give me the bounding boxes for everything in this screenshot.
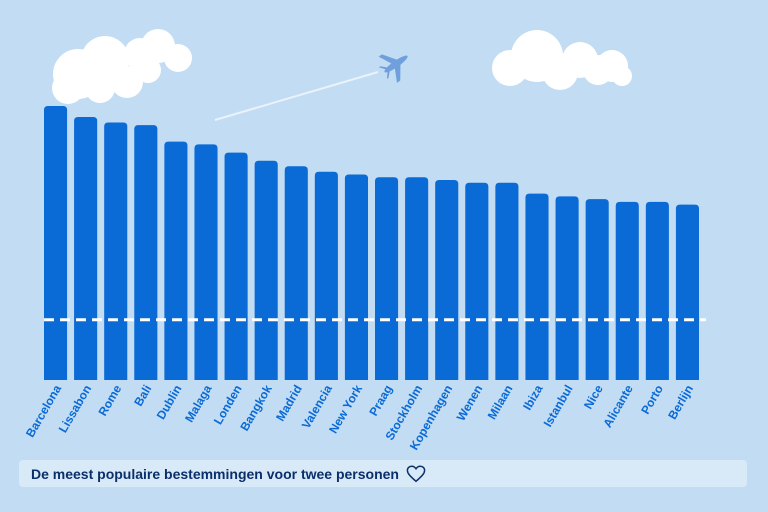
bar-milaan bbox=[495, 182, 519, 380]
bar-rome bbox=[104, 122, 128, 380]
bars-group bbox=[44, 106, 699, 381]
bar-istanbul bbox=[555, 196, 579, 380]
bar-malaga bbox=[194, 144, 218, 380]
x-tick-label-malaga: Malaga bbox=[182, 382, 215, 425]
x-tick-label-madrid: Madrid bbox=[273, 383, 305, 424]
cloud-left bbox=[52, 29, 192, 104]
x-tick-label-wenen: Wenen bbox=[454, 383, 486, 424]
x-tick-label-milaan: Milaan bbox=[485, 383, 516, 422]
x-tick-label-dublin: Dublin bbox=[154, 383, 185, 422]
bar-madrid bbox=[284, 166, 308, 380]
x-tick-label-porto: Porto bbox=[638, 383, 666, 417]
x-tick-label-istanbul: Istanbul bbox=[541, 383, 576, 430]
bar-stockholm bbox=[405, 177, 429, 380]
bar-nice bbox=[585, 199, 609, 380]
bar-praag bbox=[375, 177, 399, 380]
bar-dublin bbox=[164, 141, 188, 380]
bar-londen bbox=[224, 152, 248, 380]
bar-bali bbox=[134, 125, 158, 381]
bar-berlijn bbox=[675, 204, 699, 380]
x-tick-label-rome: Rome bbox=[96, 382, 125, 418]
bar-lissabon bbox=[74, 116, 98, 381]
bar-alicante bbox=[615, 201, 639, 380]
caption-bar: De meest populaire bestemmingen voor twe… bbox=[19, 460, 747, 487]
caption-text: De meest populaire bestemmingen voor twe… bbox=[31, 465, 399, 482]
bar-wenen bbox=[465, 182, 489, 380]
x-tick-label-berlijn: Berlijn bbox=[665, 383, 696, 422]
x-tick-label-nice: Nice bbox=[581, 382, 606, 411]
bar-kopenhagen bbox=[435, 179, 459, 380]
x-tick-label-alicante: Alicante bbox=[600, 382, 636, 430]
x-tick-label-barcelona: Barcelona bbox=[23, 382, 64, 440]
bar-new-york bbox=[344, 174, 368, 380]
bar-ibiza bbox=[525, 193, 549, 380]
x-tick-label-londen: Londen bbox=[211, 383, 245, 428]
heart-icon bbox=[406, 464, 426, 482]
x-tick-label-bali: Bali bbox=[131, 383, 154, 409]
bar-valencia bbox=[314, 171, 338, 380]
bar-porto bbox=[645, 201, 669, 380]
cloud-right bbox=[492, 30, 632, 90]
bar-bangkok bbox=[254, 160, 278, 380]
x-tick-label-ibiza: Ibiza bbox=[520, 382, 546, 412]
airplane-icon bbox=[378, 54, 408, 83]
x-tick-label-praag: Praag bbox=[366, 383, 395, 419]
contrail bbox=[214, 71, 379, 121]
bar-barcelona bbox=[44, 106, 68, 380]
